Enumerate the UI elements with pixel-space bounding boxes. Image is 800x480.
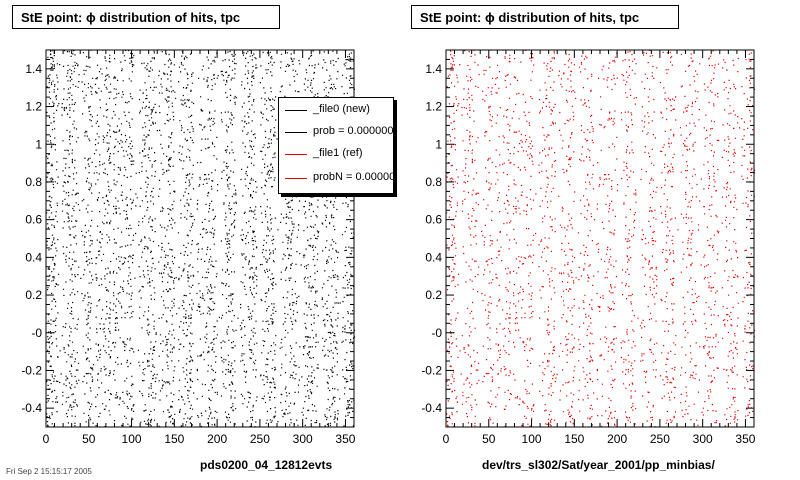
- y-tick-label: 0.4: [425, 250, 442, 264]
- y-tick-label: 0.8: [425, 175, 442, 189]
- right-x-axis-label: dev/trs_sl302/Sat/year_2001/pp_minbias/: [482, 458, 715, 472]
- legend-line-file0: [285, 110, 307, 111]
- legend-label-probn: probN = 0.000000: [313, 171, 394, 183]
- y-tick-label: -0.2: [21, 363, 42, 377]
- legend-label-file0: _file0 (new): [313, 103, 370, 115]
- legend-entry-file0: _file0 (new): [279, 102, 393, 118]
- y-tick-label: 1: [35, 137, 42, 151]
- scatter-points-0: [46, 49, 356, 428]
- y-tick-label: 0.2: [25, 288, 42, 302]
- x-tick-label: 0: [443, 432, 450, 446]
- y-tick-label: 0.6: [425, 213, 442, 227]
- y-tick-label: 1: [435, 137, 442, 151]
- legend-line-probn: [285, 178, 307, 179]
- legend-line-prob: [285, 132, 307, 133]
- x-tick-label: 100: [522, 432, 542, 446]
- plot-frame-1: [445, 49, 755, 428]
- legend-entry-probn: probN = 0.000000: [279, 170, 394, 186]
- y-tick-label: -0.4: [21, 401, 42, 415]
- x-tick-label: 0: [43, 432, 50, 446]
- y-tick-label: 1.4: [25, 62, 42, 76]
- legend-entry-file1: _file1 (ref): [279, 146, 393, 162]
- left-x-axis-label: pds0200_04_12812evts: [200, 458, 333, 472]
- right-plot-panel: 0 50 100 150 200 250 300 350 -0.4 -0.2 -0 0.2 0.4 0.6…: [421, 49, 756, 446]
- x-tick-label: 150: [164, 432, 184, 446]
- y-tick-label: 0.6: [25, 213, 42, 227]
- x-tick-label: 100: [122, 432, 142, 446]
- y-tick-label: 0.2: [425, 288, 442, 302]
- y-tick-label: -0: [31, 326, 42, 340]
- legend-entry-prob: prob = 0.000000: [279, 124, 394, 140]
- y-tick-label: 1.4: [425, 62, 442, 76]
- x-tick-label: 250: [650, 432, 670, 446]
- x-tick-label: 200: [207, 432, 227, 446]
- x-tick-label: 300: [693, 432, 713, 446]
- x-tick-label: 200: [607, 432, 627, 446]
- x-tick-label: 350: [335, 432, 355, 446]
- legend: _file0 (new) prob = 0.000000 _file1 (ref…: [278, 97, 394, 194]
- y-tick-label: -0.4: [421, 401, 442, 415]
- right-chart-title: StE point: ϕ distribution of hits, tpc: [411, 5, 679, 29]
- left-chart-title: StE point: ϕ distribution of hits, tpc: [12, 5, 280, 29]
- x-tick-label: 150: [564, 432, 584, 446]
- y-tick-label: 1.2: [425, 100, 442, 114]
- y-tick-label: 0.8: [25, 175, 42, 189]
- x-tick-label: 250: [250, 432, 270, 446]
- scatter-points-1: [446, 49, 756, 428]
- y-tick-label: 0.4: [25, 250, 42, 264]
- footer-timestamp: Fri Sep 2 15:15:17 2005: [6, 467, 92, 476]
- x-tick-label: 50: [482, 432, 496, 446]
- legend-line-file1: [285, 154, 307, 155]
- legend-label-file1: _file1 (ref): [313, 147, 363, 159]
- x-tick-label: 350: [735, 432, 755, 446]
- x-tick-label: 50: [82, 432, 96, 446]
- y-tick-label: -0: [431, 326, 442, 340]
- x-tick-label: 300: [293, 432, 313, 446]
- y-tick-label: -0.2: [421, 363, 442, 377]
- y-tick-label: 1.2: [25, 100, 42, 114]
- legend-label-prob: prob = 0.000000: [313, 125, 394, 137]
